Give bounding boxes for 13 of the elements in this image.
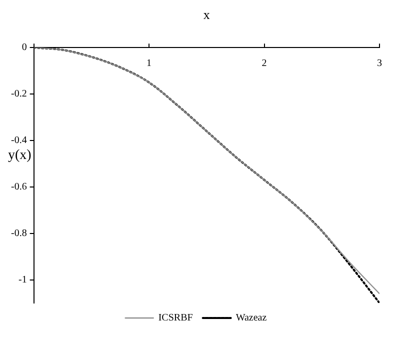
- y-tick-label: -0.6: [10, 182, 27, 193]
- x-tick-label: 3: [377, 58, 382, 70]
- y-axis-title: y(x): [8, 148, 32, 164]
- y-tick-label: -0.2: [10, 88, 27, 100]
- legend-label: Wazeaz: [236, 312, 268, 324]
- y-tick-label: 0: [22, 42, 27, 54]
- x-axis-title: x: [203, 7, 210, 22]
- legend-label: ICSRBF: [158, 312, 194, 324]
- x-tick-label: 2: [262, 58, 267, 70]
- y-tick-label: -0.4: [10, 135, 27, 146]
- y-tick-label: -0.8: [10, 228, 27, 239]
- x-tick-label: 1: [146, 58, 152, 70]
- y-tick-label: -1: [18, 274, 27, 286]
